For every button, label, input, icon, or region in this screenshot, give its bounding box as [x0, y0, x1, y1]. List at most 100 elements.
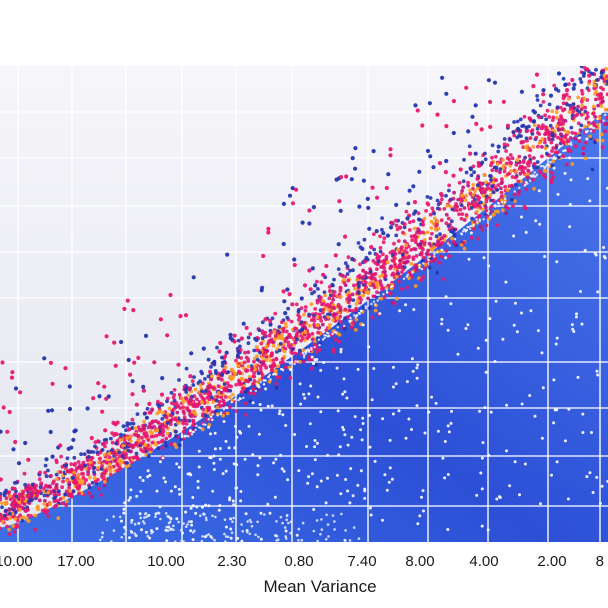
data-point — [283, 339, 288, 343]
data-point — [303, 308, 308, 313]
data-point — [295, 337, 299, 342]
data-point — [158, 401, 163, 406]
data-point — [501, 158, 505, 162]
data-point — [11, 447, 16, 452]
data-point — [169, 528, 172, 532]
data-point — [207, 425, 211, 429]
data-point — [344, 529, 347, 532]
data-point — [266, 502, 270, 506]
data-point — [181, 531, 184, 535]
data-point — [579, 66, 584, 69]
data-point — [383, 273, 388, 278]
data-point — [224, 350, 229, 355]
data-point — [132, 360, 137, 365]
data-point — [375, 281, 380, 285]
data-point — [211, 400, 216, 404]
data-point — [100, 409, 105, 414]
data-point — [46, 514, 51, 518]
data-point — [438, 201, 443, 205]
data-point — [195, 397, 199, 402]
data-point — [93, 444, 97, 449]
data-point — [313, 358, 317, 362]
data-point — [108, 462, 112, 467]
data-point — [319, 280, 324, 285]
data-point — [108, 469, 113, 473]
data-point — [411, 219, 416, 224]
data-point — [513, 301, 517, 305]
data-point — [310, 291, 314, 296]
data-point — [238, 344, 242, 349]
data-point — [368, 445, 372, 449]
data-point — [446, 473, 450, 476]
data-point — [18, 507, 22, 512]
data-point — [434, 234, 439, 239]
data-point — [79, 491, 84, 496]
data-point — [84, 466, 89, 471]
data-point — [191, 423, 196, 428]
data-point — [142, 411, 147, 416]
data-point — [406, 273, 410, 276]
data-point — [525, 175, 530, 180]
data-point — [54, 477, 59, 481]
data-point — [486, 528, 490, 532]
data-point — [88, 460, 93, 465]
data-point — [381, 252, 385, 257]
data-point — [175, 410, 180, 415]
data-point — [13, 386, 19, 391]
data-point — [237, 380, 242, 385]
data-point — [602, 79, 607, 83]
data-point — [206, 374, 211, 379]
data-point — [240, 386, 245, 391]
data-point — [464, 213, 469, 217]
data-point — [100, 464, 104, 468]
data-point — [349, 316, 352, 320]
data-point — [482, 190, 487, 195]
data-point — [531, 144, 535, 149]
data-point — [0, 526, 2, 531]
data-point — [410, 238, 415, 243]
data-point — [602, 119, 605, 122]
data-point — [87, 491, 92, 496]
data-point — [346, 255, 351, 260]
data-point — [146, 454, 151, 459]
data-point — [274, 386, 279, 390]
data-point — [350, 325, 354, 330]
data-point — [390, 477, 394, 481]
data-point — [280, 320, 284, 325]
data-point — [446, 328, 450, 332]
data-point — [245, 387, 250, 392]
data-point — [96, 381, 101, 386]
data-point — [208, 384, 213, 389]
data-point — [576, 121, 581, 126]
data-point — [303, 305, 308, 309]
data-point — [594, 89, 599, 94]
data-point — [357, 291, 361, 296]
data-point — [139, 428, 143, 433]
data-point — [248, 332, 253, 336]
data-point — [490, 160, 494, 165]
data-point — [223, 532, 226, 536]
data-point — [532, 156, 536, 160]
data-point — [512, 234, 516, 238]
data-point — [132, 432, 137, 437]
data-point — [506, 172, 510, 177]
data-point — [319, 479, 323, 483]
data-point — [495, 162, 500, 167]
data-point — [259, 341, 264, 346]
data-point — [191, 402, 195, 407]
data-point — [384, 254, 389, 259]
data-point — [358, 295, 362, 300]
data-point — [239, 499, 243, 503]
data-point — [92, 476, 97, 481]
data-point — [158, 317, 163, 322]
data-point — [437, 161, 443, 166]
data-point — [224, 439, 228, 443]
data-point — [556, 155, 561, 160]
data-point — [233, 371, 238, 376]
data-point — [531, 84, 536, 89]
data-point — [48, 502, 52, 507]
data-point — [570, 130, 575, 135]
data-point — [258, 456, 262, 460]
data-point — [235, 486, 239, 490]
data-point — [538, 170, 543, 175]
